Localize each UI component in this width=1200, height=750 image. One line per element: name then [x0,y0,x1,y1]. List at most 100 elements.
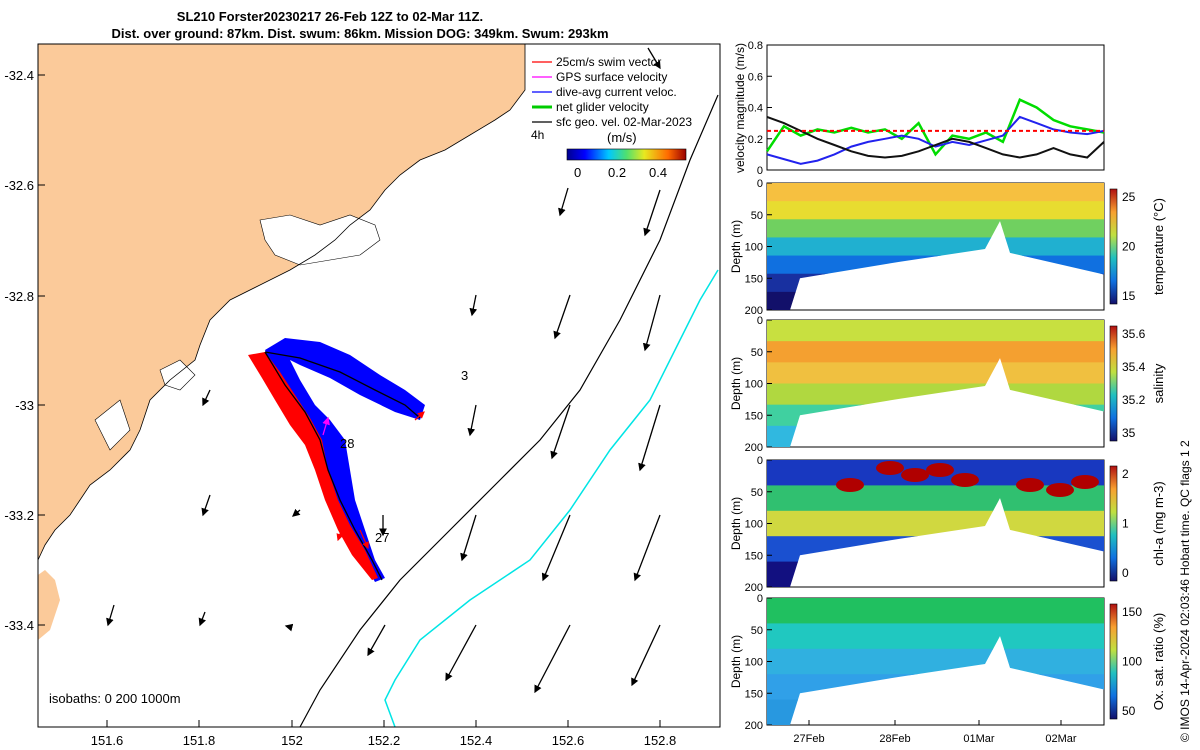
chl-max-blob [951,473,979,487]
gps-velocity-arrow [322,416,330,436]
velocity-series-line [766,115,1105,165]
y-tick-label: 0 [757,593,763,605]
colorbar-tick-label: 0 [1122,566,1129,580]
colorbar-tick-label: 35 [1122,426,1136,440]
depth-ylabel: Depth (m) [729,497,743,550]
y-tick-label: -33.4 [4,618,34,633]
chl-max-blob [836,478,864,492]
chl-max-blob [901,468,929,482]
depth-ylabel: Depth (m) [729,220,743,273]
colorbar-unit: (m/s) [607,130,637,145]
colorbar-label: chl-a (mg m-3) [1151,481,1166,566]
legend-label: sfc geo. vel. 02-Mar-2023 [556,115,692,129]
y-tick-label: 0 [757,315,763,327]
chl-max-blob [1016,478,1044,492]
coastline [37,44,526,561]
y-tick-label: 0.8 [748,40,763,52]
x-tick-label: 152.6 [552,733,585,748]
colorbar-tick-label: 35.6 [1122,327,1146,341]
lake [94,399,131,451]
colorbar-tick-label: 50 [1122,704,1136,718]
chl-max-blob [1071,475,1099,489]
swim-vector [414,411,425,421]
velocity-series-line [766,115,1105,159]
colorbar [1109,603,1118,720]
y-tick-label: 0 [757,165,763,177]
colorbar-tick: 0 [574,165,582,180]
colorbar-tick-label: 35.2 [1122,393,1146,407]
profile-layer [767,510,1104,538]
day-label: 3 [461,368,469,383]
y-tick-label: 0.4 [748,103,763,115]
day-label: 27 [375,530,390,545]
y-tick-label: 100 [745,519,763,531]
y-tick-label: 0.2 [748,134,763,146]
y-tick-label: 0 [757,178,763,190]
day-label: 28 [340,436,355,451]
y-tick-label: 100 [745,379,763,391]
chart-title-line2: Dist. over ground: 87km. Dist. swum: 86k… [111,26,609,41]
y-tick-label: 200 [745,720,763,732]
isobath-label: isobaths: 0 200 1000m [49,691,181,706]
velocity-axes [766,44,1105,171]
track-current-band [265,338,425,582]
x-tick-label: 152 [281,733,303,748]
y-tick-label: 150 [745,688,763,700]
y-tick-label: 200 [745,582,763,594]
colorbar-tick-label: 100 [1122,655,1142,669]
isobath-200 [299,94,719,728]
colorbar-tick-label: 150 [1122,605,1142,619]
y-tick-label: -32.4 [4,68,34,83]
colorbar-tick-label: 15 [1122,289,1136,303]
profile-layer [767,219,1104,239]
date-tick-label: 02Mar [1045,733,1077,745]
colorbar [1109,188,1118,305]
profile-layer [767,183,1104,203]
date-tick-label: 28Feb [879,733,910,745]
depth-ylabel: Depth (m) [729,635,743,688]
colorbar-label: salinity [1151,363,1166,403]
colorbar-tick: 0.2 [608,165,627,180]
y-tick-label: 100 [745,242,763,254]
date-tick-label: 27Feb [793,733,824,745]
date-tick-label: 01Mar [963,733,995,745]
y-tick-label: 50 [751,210,763,222]
track-line [264,351,421,581]
y-tick-label: 50 [751,347,763,359]
legend-label: dive-avg current veloc. [556,85,677,99]
chl-max-blob [926,463,954,477]
swim-vector [336,519,346,542]
velocity-ylabel: velocity magnitude (m/s) [733,43,747,173]
profile-layer [767,320,1104,343]
y-tick-label: 200 [745,305,763,317]
x-tick-label: 151.8 [183,733,216,748]
colorbar [1109,325,1118,442]
chl-max-blob [1046,483,1074,497]
chl-max-blob [876,461,904,475]
colorbar-tick-label: 1 [1122,517,1129,531]
colorbar-tick-label: 25 [1122,190,1136,204]
y-tick-label: -32.6 [4,178,34,193]
track-swim-band [248,352,378,580]
legend-label: net glider velocity [556,100,649,114]
profile-layer [767,237,1104,257]
x-tick-label: 151.6 [91,733,124,748]
colorbar-tick-label: 2 [1122,467,1129,481]
land-mass-south [38,570,60,640]
y-tick-label: 50 [751,625,763,637]
colorbar-tick-label: 20 [1122,240,1136,254]
y-tick-label: 0.6 [748,71,763,83]
profile-layer [767,648,1104,676]
copyright-note: © IMOS 14-Apr-2024 02:03:46 Hobart time.… [1178,440,1192,742]
y-tick-label: 150 [745,273,763,285]
lake [259,214,381,266]
y-tick-label: 0 [757,455,763,467]
y-tick-label: 50 [751,487,763,499]
y-tick-label: 150 [745,410,763,422]
legend-label: 25cm/s swim vector [556,55,661,69]
x-tick-label: 152.8 [644,733,677,748]
colorbar [1109,465,1118,582]
